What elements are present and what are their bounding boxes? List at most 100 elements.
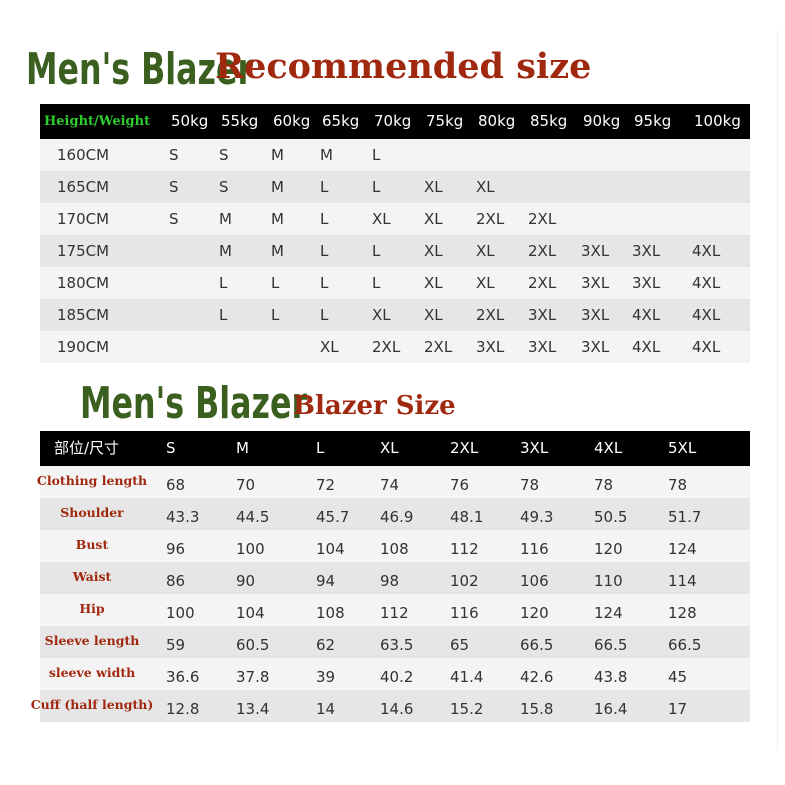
measurement-value: 51.7 <box>668 508 702 526</box>
measurement-value: 43.8 <box>594 668 628 686</box>
weight-header: 60kg <box>273 112 311 130</box>
measurement-value: 14 <box>316 700 336 718</box>
measurement-value: 116 <box>450 604 479 622</box>
measurement-label: Cuff (half length) <box>30 697 154 712</box>
measurement-value: 96 <box>166 540 186 558</box>
measurement-value: 50.5 <box>594 508 628 526</box>
size-cell: XL <box>372 306 391 324</box>
height-cell: 160CM <box>57 146 110 164</box>
height-cell: 165CM <box>57 178 110 196</box>
table-row: sleeve width 36.6 37.8 39 40.2 41.4 42.6 43.8 45 <box>40 658 750 690</box>
weight-header: 95kg <box>634 112 672 130</box>
table-row: 165CM S S M L L XL XL <box>40 171 750 203</box>
weight-header: 100kg <box>694 112 741 130</box>
measurement-value: 48.1 <box>450 508 484 526</box>
size-cell: XL <box>476 274 495 292</box>
weight-header: 70kg <box>374 112 412 130</box>
size-cell: M <box>219 210 232 228</box>
measurement-value: 13.4 <box>236 700 270 718</box>
measurement-value: 86 <box>166 572 186 590</box>
size-cell: L <box>219 306 228 324</box>
size-cell: 2XL <box>528 210 557 228</box>
size-cell: 3XL <box>632 274 661 292</box>
height-cell: 190CM <box>57 338 110 356</box>
measurement-label: sleeve width <box>48 665 136 680</box>
size-header: S <box>166 439 176 457</box>
size-cell: 3XL <box>528 306 557 324</box>
table-header: Height/Weight 50kg 55kg 60kg 65kg 70kg 75kg 80… <box>40 104 750 139</box>
table-row: 175CM M M L L XL XL 2XL 3XL 3XL 4XL <box>40 235 750 267</box>
size-cell: XL <box>320 338 339 356</box>
measurement-value: 114 <box>668 572 697 590</box>
measurement-value: 68 <box>166 476 186 494</box>
measurement-value: 76 <box>450 476 470 494</box>
measurement-value: 14.6 <box>380 700 414 718</box>
size-cell: 4XL <box>632 306 661 324</box>
measurement-label: Shoulder <box>60 505 124 520</box>
size-cell: XL <box>424 242 443 260</box>
size-cell: L <box>320 274 329 292</box>
header-label: Height/Weight <box>44 114 151 129</box>
measurement-value: 60.5 <box>236 636 270 654</box>
size-cell: XL <box>424 178 443 196</box>
size-cell: 4XL <box>692 338 721 356</box>
size-cell: XL <box>424 210 443 228</box>
measurement-value: 15.8 <box>520 700 554 718</box>
size-cell: 2XL <box>372 338 401 356</box>
size-cell: L <box>372 274 381 292</box>
measurement-value: 65 <box>450 636 470 654</box>
measurement-value: 49.3 <box>520 508 554 526</box>
measurement-value: 63.5 <box>380 636 414 654</box>
measurement-value: 66.5 <box>668 636 702 654</box>
measurement-value: 110 <box>594 572 623 590</box>
size-cell: 4XL <box>692 306 721 324</box>
measurement-value: 40.2 <box>380 668 414 686</box>
measurement-value: 43.3 <box>166 508 200 526</box>
measurement-value: 78 <box>520 476 540 494</box>
size-cell: M <box>219 242 232 260</box>
weight-header: 90kg <box>583 112 621 130</box>
size-cell: 2XL <box>476 210 505 228</box>
measurement-value: 45.7 <box>316 508 350 526</box>
measurement-value: 59 <box>166 636 186 654</box>
size-cell: L <box>372 146 381 164</box>
measurement-value: 78 <box>668 476 688 494</box>
height-cell: 185CM <box>57 306 110 324</box>
measurement-value: 98 <box>380 572 400 590</box>
size-cell: XL <box>424 274 443 292</box>
measurement-value: 94 <box>316 572 336 590</box>
size-cell: 4XL <box>632 338 661 356</box>
divider <box>777 30 778 750</box>
measurement-value: 108 <box>316 604 345 622</box>
measurement-label: Bust <box>75 537 109 552</box>
size-cell: L <box>320 210 329 228</box>
table-row: Bust 96 100 104 108 112 116 120 124 <box>40 530 750 562</box>
measurement-value: 102 <box>450 572 479 590</box>
measurement-value: 74 <box>380 476 400 494</box>
recommended-size-table: Height/Weight 50kg 55kg 60kg 65kg 70kg 75kg 80… <box>40 104 750 363</box>
size-cell: XL <box>476 242 495 260</box>
size-cell: S <box>219 178 229 196</box>
table-row: 190CM XL 2XL 2XL 3XL 3XL 3XL 4XL 4XL <box>40 331 750 363</box>
size-cell: 2XL <box>528 274 557 292</box>
size-cell: M <box>271 242 284 260</box>
height-cell: 180CM <box>57 274 110 292</box>
size-cell: L <box>271 306 280 324</box>
weight-header: 50kg <box>171 112 209 130</box>
size-cell: S <box>169 146 179 164</box>
measurement-value: 15.2 <box>450 700 484 718</box>
size-cell: 2XL <box>528 242 557 260</box>
table-header: 部位/尺寸 S M L XL 2XL 3XL 4XL 5XL <box>40 431 750 466</box>
size-cell: L <box>219 274 228 292</box>
recommended-title: Recommended size <box>215 46 592 87</box>
size-header: L <box>316 439 325 457</box>
measurement-label: Waist <box>72 569 112 584</box>
measurement-value: 100 <box>236 540 265 558</box>
table-row: 160CM S S M M L <box>40 139 750 171</box>
header-label: 部位/尺寸 <box>54 439 120 457</box>
measurement-value: 120 <box>520 604 549 622</box>
table-row: Hip 100 104 108 112 116 120 124 128 <box>40 594 750 626</box>
table-row: 170CM S M M L XL XL 2XL 2XL <box>40 203 750 235</box>
measurement-value: 62 <box>316 636 336 654</box>
size-cell: S <box>169 210 179 228</box>
